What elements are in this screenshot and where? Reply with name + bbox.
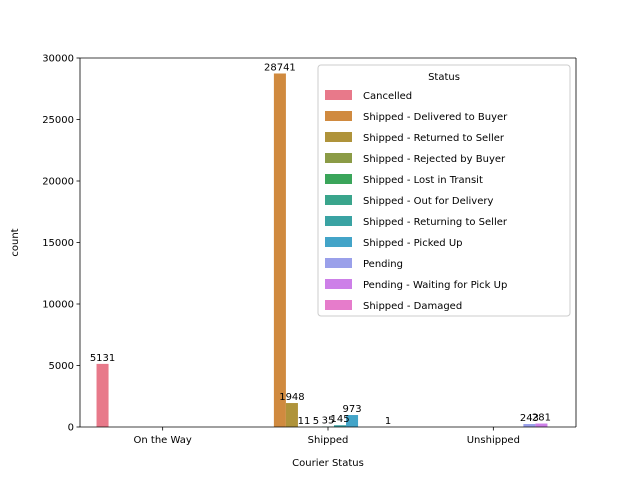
bar-shipped-picked-up-shipped — [346, 415, 359, 427]
x-tick-label: Shipped — [308, 435, 349, 446]
data-label: 11 — [298, 416, 311, 427]
legend-entry: Shipped - Out for Delivery — [363, 196, 493, 207]
legend-entry: Shipped - Picked Up — [363, 238, 463, 249]
bar-pending-waiting-for-pick-up-unshipped — [535, 423, 548, 427]
legend-entry: Pending - Waiting for Pick Up — [363, 280, 507, 291]
legend-entry: Shipped - Damaged — [363, 301, 462, 312]
bars — [96, 73, 548, 428]
data-label: 1 — [385, 416, 391, 427]
x-tick-label: Unshipped — [467, 435, 520, 446]
y-tick-label: 30000 — [42, 54, 74, 65]
x-tick-label: On the Way — [134, 435, 192, 446]
legend-swatch — [325, 111, 352, 121]
y-tick-label: 0 — [68, 423, 74, 434]
legend-entry: Pending — [363, 259, 403, 270]
legend-box — [317, 64, 571, 317]
legend-swatch — [325, 195, 352, 205]
legend-swatch — [325, 132, 352, 142]
legend-entry: Shipped - Returned to Seller — [363, 133, 505, 144]
bar-shipped-delivered-to-buyer-shipped — [273, 73, 286, 428]
y-tick-label: 20000 — [42, 177, 74, 188]
legend-swatch — [325, 300, 352, 310]
legend-entry: Shipped - Lost in Transit — [363, 175, 483, 186]
data-label: 35 — [322, 416, 335, 427]
data-label: 5 — [313, 416, 319, 427]
legend-swatch — [325, 216, 352, 226]
data-label: 973 — [343, 404, 362, 415]
legend-swatch — [325, 258, 352, 268]
axes: 0 5000 10000 15000 20000 25000 30000 On the Way… — [42, 54, 577, 446]
legend-entry: Cancelled — [363, 91, 412, 102]
data-label: 145 — [330, 414, 349, 425]
bar-shipped-returned-to-seller-shipped — [285, 403, 298, 427]
bar-pending-unshipped — [523, 424, 536, 427]
legend-swatch — [325, 174, 352, 184]
x-axis-label: Courier Status — [292, 458, 364, 469]
y-tick-label: 10000 — [42, 300, 74, 311]
legend: Status Cancelled Shipped - Delivered to B… — [317, 64, 571, 317]
legend-swatch — [325, 90, 352, 100]
legend-entry: Shipped - Delivered to Buyer — [363, 112, 508, 123]
y-tick-label: 5000 — [49, 361, 74, 372]
bar-shipped-returning-to-seller-shipped — [334, 425, 347, 427]
y-tick-label: 25000 — [42, 115, 74, 126]
data-label: 5131 — [90, 353, 115, 364]
data-label: 28741 — [264, 62, 296, 73]
legend-entry: Shipped - Returning to Seller — [363, 217, 508, 228]
y-tick-label: 15000 — [42, 238, 74, 249]
data-label: 243 — [520, 413, 539, 424]
bar-cancelled-on-the-way — [96, 363, 109, 427]
data-label: 281 — [532, 413, 551, 424]
legend-swatch — [325, 279, 352, 289]
data-label: 1948 — [279, 392, 304, 403]
legend-swatch — [325, 237, 352, 247]
legend-entry: Shipped - Rejected by Buyer — [363, 154, 506, 165]
y-axis-label: count — [10, 228, 21, 256]
legend-title: Status — [428, 72, 460, 83]
legend-swatch — [325, 153, 352, 163]
